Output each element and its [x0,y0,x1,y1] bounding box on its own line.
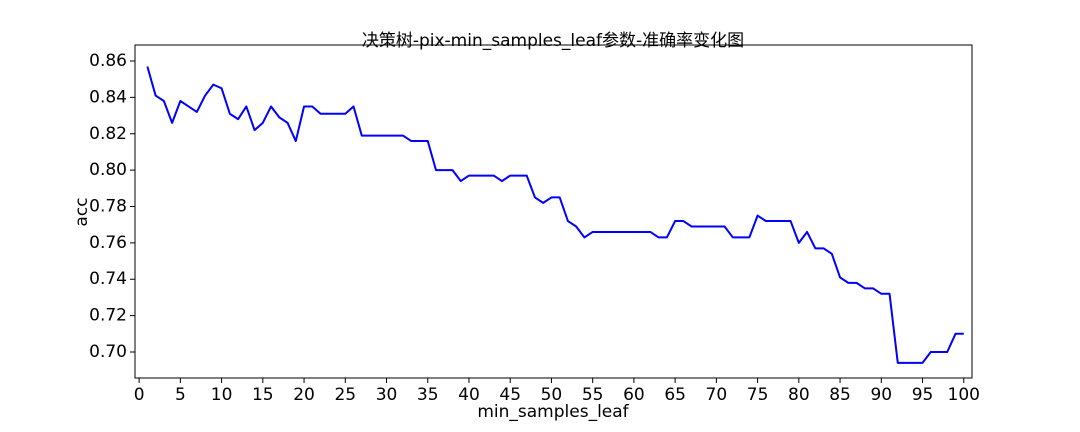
x-tick-label: 100 [948,385,980,405]
y-tick-label: 0.78 [89,196,127,216]
x-tick-label: 90 [870,385,892,405]
x-tick-label: 5 [175,385,186,405]
x-tick-label: 15 [252,385,274,405]
x-tick-label: 30 [376,385,398,405]
x-tick-label: 0 [134,385,145,405]
x-tick-label: 60 [623,385,645,405]
y-tick-label: 0.82 [89,124,127,144]
x-tick-label: 10 [211,385,233,405]
y-tick-label: 0.80 [89,160,127,180]
y-tick-label: 0.76 [89,233,127,253]
x-tick-label: 45 [499,385,521,405]
x-tick-label: 20 [293,385,315,405]
chart-title: 决策树-pix-min_samples_leaf参数-准确率变化图 [362,31,744,51]
y-tick-label: 0.72 [89,306,127,326]
x-tick-label: 80 [788,385,810,405]
y-tick-label: 0.74 [89,269,127,289]
x-axis-label: min_samples_leaf [477,402,629,422]
y-tick-label: 0.70 [89,342,127,362]
y-axis-label: acc [72,197,92,226]
x-tick-label: 65 [664,385,686,405]
x-tick-label: 75 [747,385,769,405]
x-tick-label: 85 [829,385,851,405]
x-tick-label: 95 [912,385,934,405]
x-tick-label: 55 [582,385,604,405]
x-tick-label: 40 [458,385,480,405]
x-tick-label: 70 [706,385,728,405]
line-series [146,66,964,364]
x-tick-label: 50 [541,385,563,405]
plot-frame [134,44,973,379]
y-tick-label: 0.86 [89,51,127,71]
y-tick-label: 0.84 [89,87,127,107]
x-tick-label: 35 [417,385,439,405]
x-tick-label: 25 [334,385,356,405]
